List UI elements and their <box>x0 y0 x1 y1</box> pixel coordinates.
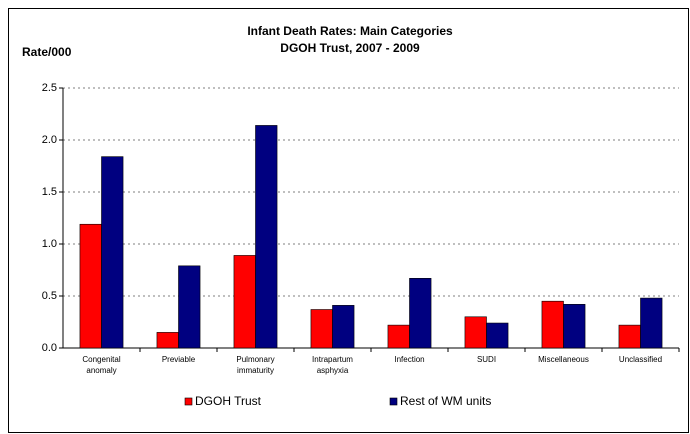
x-tick-label: Infection <box>394 355 424 364</box>
bar <box>618 324 641 349</box>
bar <box>255 125 278 349</box>
bar <box>486 322 509 349</box>
bar <box>101 156 124 349</box>
chart-subtitle: DGOH Trust, 2007 - 2009 <box>280 41 420 55</box>
x-tick-label: Previable <box>162 355 196 364</box>
bar <box>464 316 487 349</box>
y-tick-label: 2.0 <box>42 134 57 146</box>
y-tick-label: 0.0 <box>42 342 57 354</box>
y-tick-label: 1.5 <box>42 186 57 198</box>
bar <box>332 305 355 349</box>
legend-swatch <box>389 397 398 406</box>
x-tick-label: Intrapartum asphyxia <box>312 355 353 375</box>
y-axis-label: Rate/000 <box>22 45 72 59</box>
bar <box>563 304 586 349</box>
bar <box>178 265 201 349</box>
y-tick-label: 2.5 <box>42 82 57 94</box>
bar <box>310 309 333 349</box>
legend-label: DGOH Trust <box>195 394 262 408</box>
bar <box>156 332 179 349</box>
bar <box>387 324 410 349</box>
y-tick-label: 0.5 <box>42 290 57 302</box>
chart-title: Infant Death Rates: Main Categories <box>247 24 453 38</box>
x-tick-label: Miscellaneous <box>538 355 589 364</box>
x-tick-label: SUDI <box>477 355 496 364</box>
legend-label: Rest of WM units <box>400 394 491 408</box>
x-tick-label: Unclassified <box>619 355 662 364</box>
bar <box>640 297 663 349</box>
legend-swatch <box>184 397 193 406</box>
y-tick-label: 1.0 <box>42 238 57 250</box>
bar <box>79 223 102 349</box>
bar <box>409 278 432 349</box>
x-tick-label: Congenital anomaly <box>82 355 120 375</box>
bar <box>233 255 256 349</box>
x-tick-label: Pulmonary immaturity <box>236 355 274 375</box>
bar <box>541 300 564 349</box>
